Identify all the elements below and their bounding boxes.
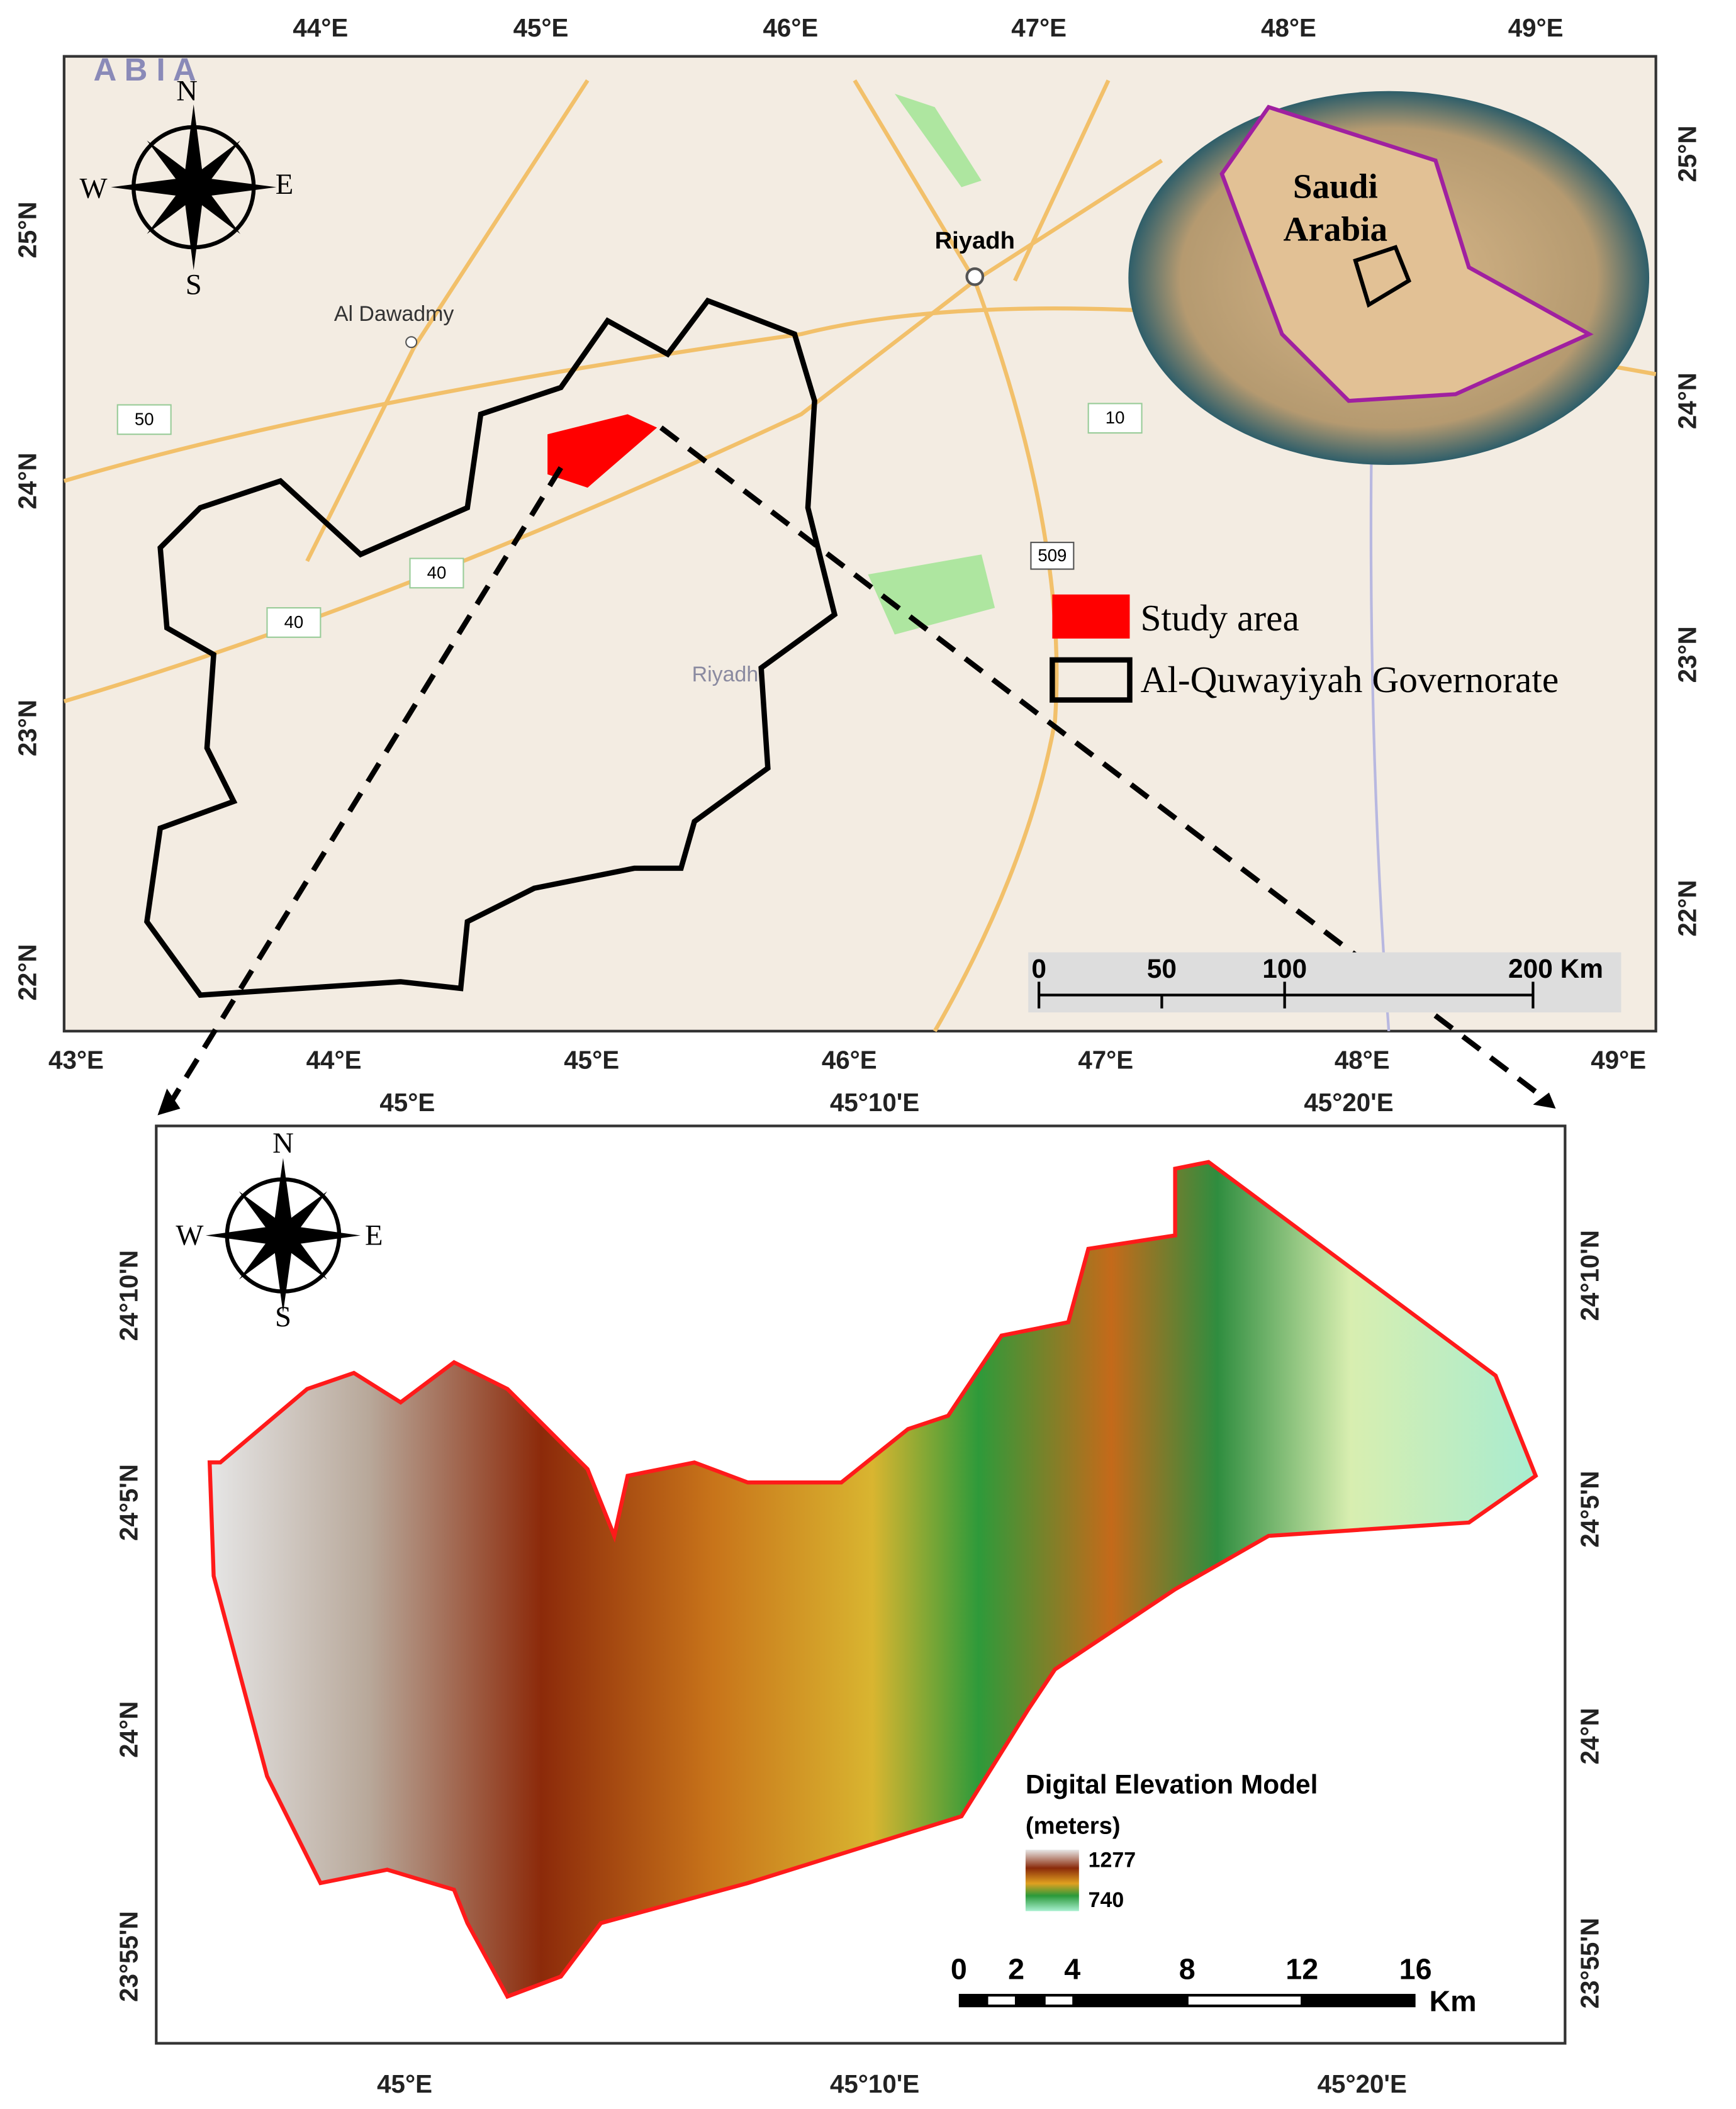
lon-label: 45°E — [377, 2069, 432, 2098]
legend-title: Digital Elevation Model — [1026, 1770, 1318, 1799]
lon-label: 46°E — [822, 1045, 877, 1074]
scale-unit: Km — [1429, 1985, 1476, 2018]
scale-label: 2 — [1008, 1953, 1024, 1986]
lon-label: 45°20'E — [1318, 2069, 1407, 2098]
compass: N S W E — [80, 75, 294, 301]
place-label: Al Dawadmy — [334, 302, 454, 326]
lat-label: 24°5'N — [115, 1464, 143, 1541]
lat-label: 22°N — [13, 944, 42, 1000]
lon-label: 45°10'E — [830, 2069, 919, 2098]
lon-label: 45°E — [564, 1045, 619, 1074]
legend-swatch — [1050, 657, 1133, 703]
legend-unit: (meters) — [1026, 1812, 1121, 1839]
scale-label: 8 — [1179, 1953, 1196, 1986]
compass-label: E — [276, 168, 294, 201]
scale-bar-bg — [1028, 952, 1621, 1013]
lon-label: 45°20'E — [1304, 1088, 1393, 1117]
scale-label: 0 — [1031, 954, 1046, 983]
legend-ramp — [1025, 1849, 1079, 1911]
inset-label: Arabia — [1284, 210, 1388, 248]
compass-label: N — [272, 1127, 294, 1160]
compass-label: S — [275, 1301, 291, 1333]
governorate-boundary — [144, 297, 838, 998]
lat-label: 25°N — [1672, 125, 1701, 182]
lat-label: 24°N — [1575, 1708, 1604, 1764]
inset-label: Saudi — [1293, 167, 1378, 206]
lat-label: 23°N — [13, 700, 42, 756]
lat-label: 22°N — [1672, 880, 1701, 937]
compass-label: S — [186, 268, 202, 301]
highway-label: 10 — [1106, 408, 1125, 427]
lat-label: 24°10'N — [115, 1250, 143, 1341]
compass-label: W — [176, 1219, 203, 1251]
lat-label: 24°N — [13, 452, 42, 509]
lon-label: 45°10'E — [830, 1088, 919, 1117]
highway-label: 40 — [284, 612, 304, 632]
scale-labels: 0 50 100 200 Km — [1031, 954, 1603, 983]
scale-label: 16 — [1399, 1953, 1432, 1986]
region-label: Riyadh — [692, 663, 759, 686]
legend-value: 1277 — [1089, 1848, 1136, 1872]
lat-label: 24°5'N — [1575, 1471, 1604, 1548]
lat-label: 24°10'N — [1575, 1230, 1604, 1321]
lon-label: 44°E — [293, 13, 348, 42]
lon-label: 48°E — [1335, 1045, 1390, 1074]
dem-raster — [207, 1160, 1538, 2000]
scale-label: 12 — [1285, 1953, 1318, 1986]
study-area — [547, 414, 658, 488]
place-label: Riyadh — [935, 227, 1015, 254]
scale-label: 0 — [951, 1953, 967, 1986]
leader-lines — [164, 425, 1551, 1110]
lat-label: 24°N — [115, 1701, 143, 1758]
scale-labels: 0 2 4 8 12 16 Km — [951, 1953, 1477, 2018]
legend-label: Study area — [1140, 597, 1299, 639]
highway-label: 50 — [135, 409, 154, 428]
top-map: Riyadh Al Dawadmy Riyadh A B I A 50 40 4… — [62, 52, 1657, 1110]
scale-bar — [958, 1994, 1416, 2008]
lat-label: 25°N — [13, 201, 42, 258]
lon-label: 45°E — [513, 13, 569, 42]
lon-label: 49°E — [1508, 13, 1564, 42]
lat-label: 23°N — [1672, 626, 1701, 683]
lon-label: 43°E — [48, 1045, 104, 1074]
compass-label: E — [365, 1219, 383, 1251]
lat-label: 23°55'N — [115, 1911, 143, 2001]
legend-label: Al-Quwayiyah Governorate — [1140, 659, 1559, 700]
legend-value: 740 — [1089, 1888, 1124, 1912]
lon-label: 45°E — [379, 1088, 435, 1117]
compass: N S W E — [176, 1127, 383, 1333]
lon-label: 46°E — [763, 13, 818, 42]
region-label: A B I A — [94, 52, 196, 87]
lon-label: 44°E — [306, 1045, 362, 1074]
lon-label: 49°E — [1591, 1045, 1646, 1074]
lon-label: 47°E — [1011, 13, 1067, 42]
lat-label: 23°55'N — [1575, 1918, 1604, 2008]
lon-label: 47°E — [1078, 1045, 1133, 1074]
legend-swatch — [1052, 594, 1130, 639]
lat-label: 24°N — [1672, 372, 1701, 429]
highway-label: 40 — [427, 562, 447, 582]
scale-label: 50 — [1147, 954, 1177, 983]
highways: 50 40 40 10 509 — [116, 403, 1143, 638]
bottom-map: N S W E Digital Elevation Model (meters)… — [155, 1088, 1567, 2045]
lon-label: 48°E — [1261, 13, 1316, 42]
scale-label: 4 — [1064, 1953, 1080, 1986]
scale-label: 100 — [1262, 954, 1307, 983]
compass-label: N — [176, 75, 198, 108]
scale-label: 200 Km — [1508, 954, 1603, 983]
compass-label: W — [80, 172, 108, 205]
highway-label: 509 — [1038, 545, 1067, 565]
